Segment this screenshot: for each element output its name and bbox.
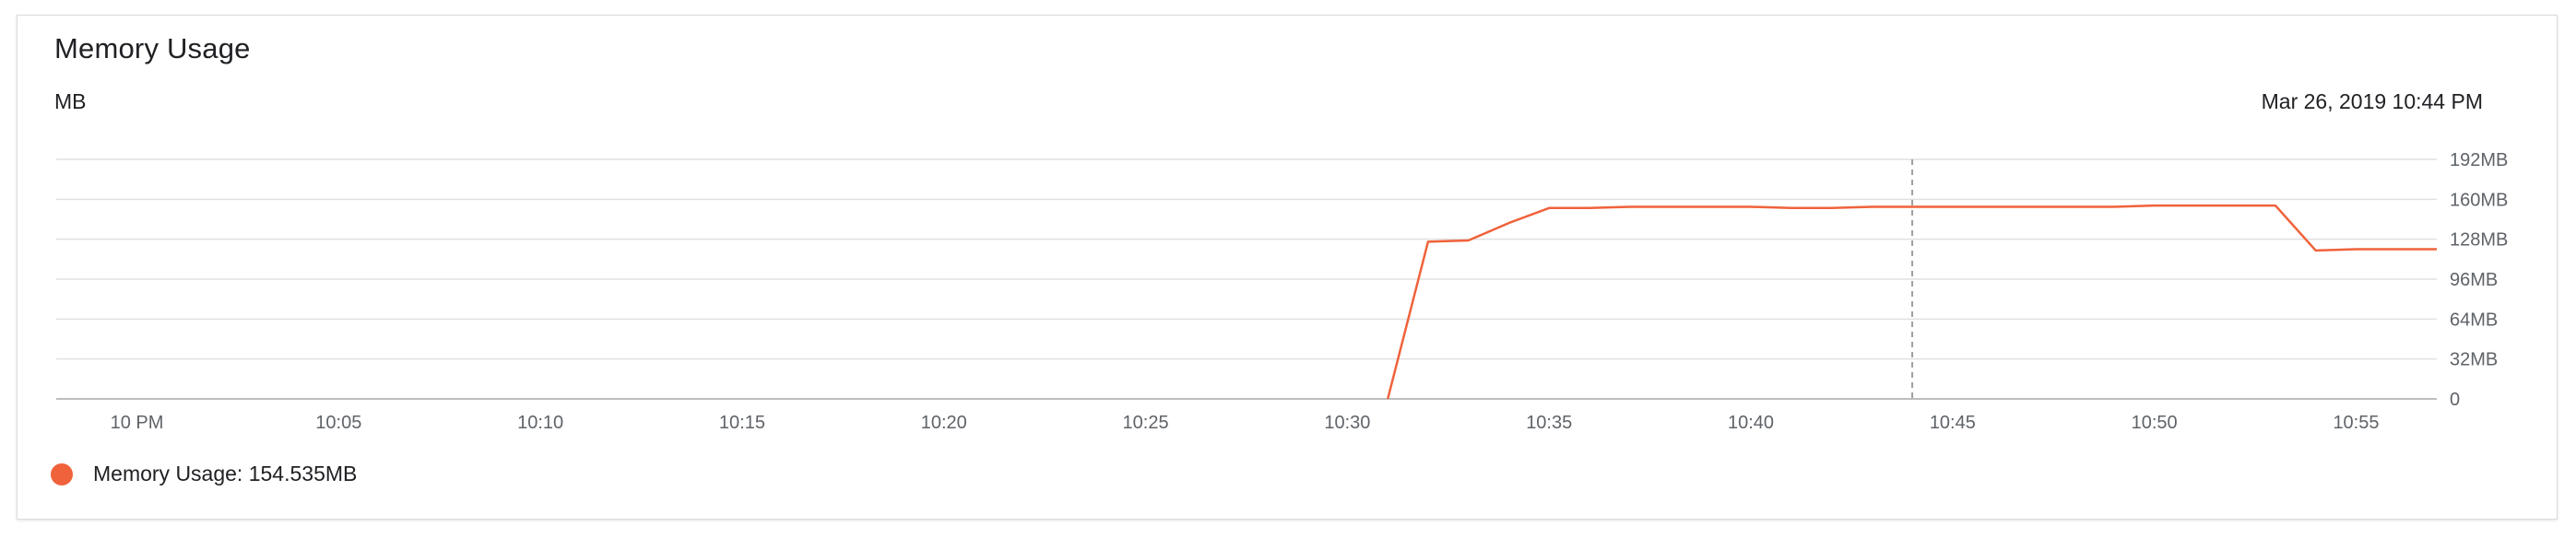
legend: Memory Usage: 154.535MB	[51, 462, 357, 486]
x-tick-label: 10:05	[315, 413, 361, 433]
x-tick-label: 10:45	[1930, 413, 1976, 433]
y-unit-label: MB	[54, 89, 87, 113]
legend-swatch	[51, 462, 73, 485]
series-layer	[1386, 204, 2437, 400]
x-tick-label: 10:25	[1123, 413, 1169, 433]
x-tick-label: 10:35	[1526, 413, 1572, 433]
y-tick-label: 96MB	[2450, 270, 2498, 290]
x-tick-label: 10:50	[2132, 413, 2178, 433]
series-line-memory-usage	[1386, 204, 2437, 400]
x-tick-labels: 10 PM 10:05 10:10 10:15 10:20 10:25 10:30 10:35…	[111, 413, 2380, 433]
y-tick-label: 192MB	[2450, 150, 2508, 170]
hover-timestamp: Mar 26, 2019 10:44 PM	[2261, 89, 2483, 113]
x-tick-label: 10:30	[1324, 413, 1370, 433]
chart-title: Memory Usage	[54, 32, 251, 64]
grid-lines	[56, 158, 2437, 400]
x-tick-label: 10 PM	[111, 413, 164, 433]
memory-usage-card: Memory Usage MB Mar 26, 2019 10:44 PM 0 3…	[17, 15, 2558, 520]
x-tick-label: 10:55	[2333, 413, 2379, 433]
y-tick-labels: 0 32MB 64MB 96MB 128MB 160MB 192MB	[2450, 150, 2508, 410]
y-tick-label: 0	[2450, 390, 2460, 410]
legend-label: Memory Usage: 154.535MB	[93, 462, 358, 485]
y-tick-label: 32MB	[2450, 350, 2498, 370]
x-tick-label: 10:40	[1728, 413, 1774, 433]
y-tick-label: 160MB	[2450, 190, 2508, 210]
x-tick-label: 10:10	[517, 413, 563, 433]
y-tick-label: 64MB	[2450, 310, 2498, 330]
x-tick-label: 10:20	[921, 413, 967, 433]
y-tick-label: 128MB	[2450, 230, 2508, 251]
x-tick-label: 10:15	[719, 413, 765, 433]
